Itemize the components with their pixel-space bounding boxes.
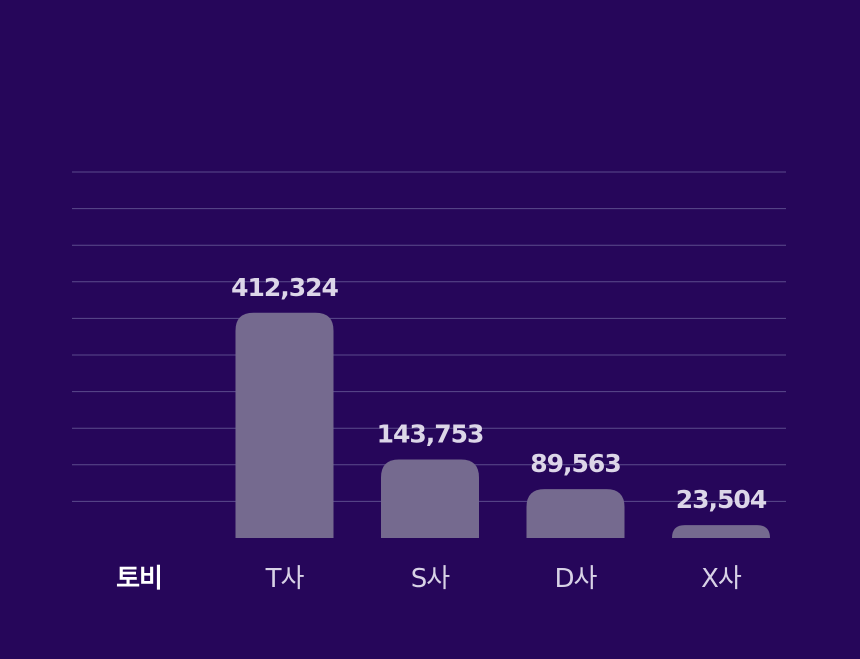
bar bbox=[381, 459, 479, 538]
gridlines bbox=[72, 171, 786, 502]
bar bbox=[526, 489, 625, 538]
bar bbox=[235, 312, 334, 538]
category-tick-label: T사 bbox=[265, 564, 305, 594]
category-tick-label: 토비 bbox=[116, 564, 162, 594]
category-tick-label: X사 bbox=[701, 564, 742, 594]
bar-value-label: 143,753 bbox=[377, 419, 484, 448]
bar-value-label: 89,563 bbox=[530, 449, 620, 478]
category-tick-label: S사 bbox=[411, 564, 451, 594]
bars bbox=[235, 312, 770, 538]
bar-value-label: 412,324 bbox=[231, 273, 338, 302]
category-labels: 토비 T사 S사 D사 X사 bbox=[116, 564, 743, 594]
value-labels: 412,324 143,753 89,563 23,504 bbox=[231, 273, 768, 514]
bar-value-label: 23,504 bbox=[676, 485, 767, 514]
bar bbox=[672, 525, 770, 538]
category-tick-label: D사 bbox=[555, 564, 598, 594]
